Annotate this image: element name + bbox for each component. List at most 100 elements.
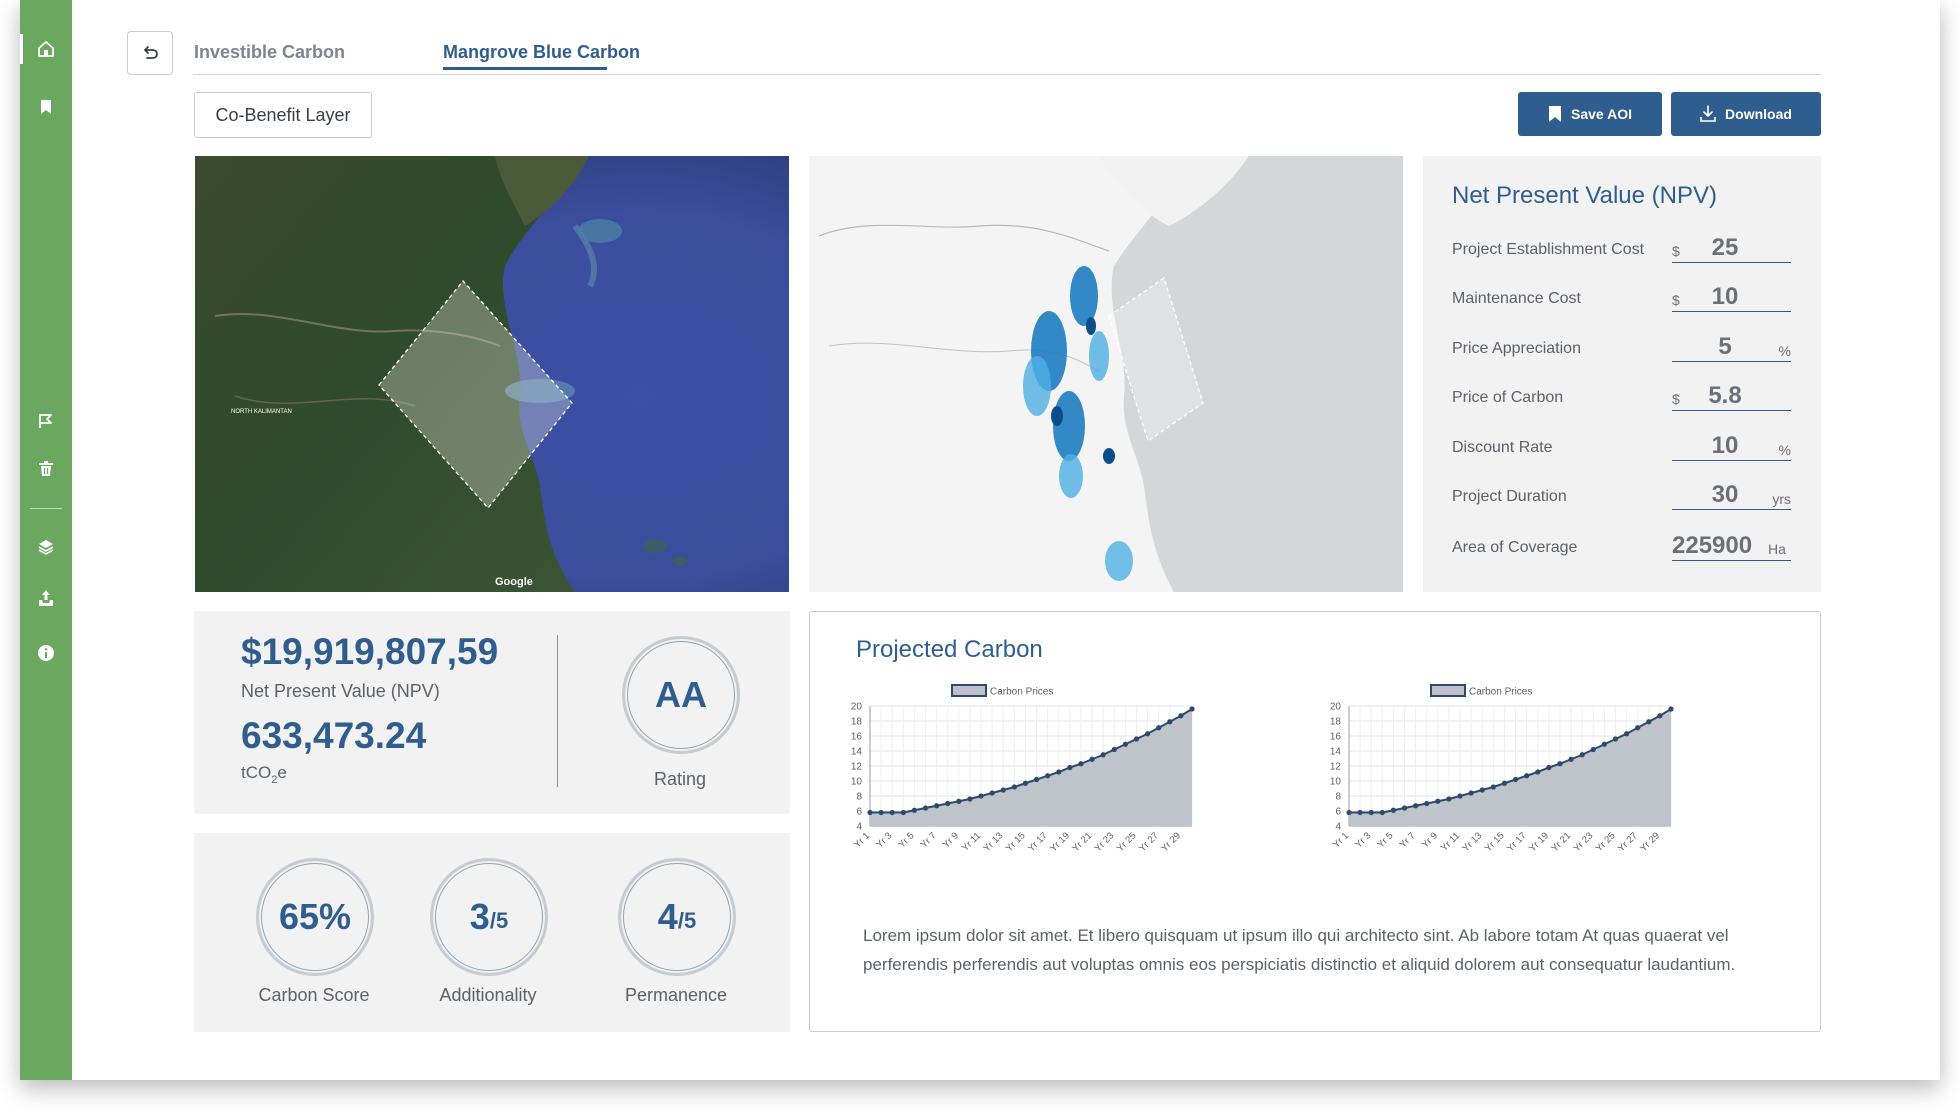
x-tick-label: Yr 19 (1048, 830, 1072, 854)
north-kalimantan-label: NORTH KALIMANTAN (231, 409, 292, 415)
mangrove-map[interactable] (809, 156, 1403, 592)
carbon-score-badge: 65% (256, 858, 374, 976)
data-point (1524, 773, 1530, 779)
npv-total-label: Net Present Value (NPV) (241, 681, 440, 701)
download-button[interactable]: Download (1671, 92, 1821, 136)
data-point (1612, 736, 1619, 742)
co-benefit-layer-button[interactable]: Co-Benefit Layer (194, 92, 372, 138)
npv-label: Area of Coverage (1452, 539, 1578, 556)
x-tick-label: Yr 29 (1159, 830, 1183, 854)
discount-rate-field[interactable]: 10 % (1672, 430, 1791, 461)
y-tick-label: 4 (1335, 822, 1341, 833)
back-button[interactable] (127, 31, 173, 75)
tab-mangrove-blue-carbon[interactable]: Mangrove Blue Carbon (443, 42, 641, 62)
additionality-label: Additionality (439, 985, 537, 1005)
x-tick-label: Yr 3 (1353, 830, 1373, 850)
npv-row-price-of-carbon: Price of Carbon $ 5.8 (1452, 380, 1798, 414)
data-point (1501, 780, 1508, 786)
data-point (867, 809, 873, 816)
permanence-label: Permanence (624, 985, 728, 1005)
y-tick-label: 20 (851, 702, 863, 713)
data-point (1033, 776, 1040, 783)
data-point (1078, 761, 1084, 767)
x-tick-label: Yr 25 (1115, 830, 1139, 854)
summary-panel: $19,919,807,59 Net Present Value (NPV) 6… (194, 611, 790, 814)
sidebar-item-home[interactable] (30, 33, 62, 65)
data-point (1067, 764, 1073, 771)
maintenance-cost-field[interactable]: $ 10 (1672, 281, 1791, 312)
npv-label: Discount Rate (1452, 439, 1553, 456)
rating-badge: AA (622, 636, 740, 754)
sidebar-item-info[interactable] (30, 637, 62, 669)
carbon-score-label: Carbon Score (258, 985, 370, 1005)
projected-carbon-description: Lorem ipsum dolor sit amet. Et libero qu… (863, 926, 1736, 974)
tabs-divider (193, 74, 1821, 75)
carbon-unit-subscript: 2 (271, 774, 278, 786)
mangrove-density-layer (809, 156, 1403, 592)
data-point (1100, 752, 1106, 758)
x-tick-label: Yr 1 (852, 830, 872, 850)
sidebar-item-upload[interactable] (30, 582, 62, 614)
data-point (1045, 773, 1051, 779)
sidebar-item-delete[interactable] (30, 453, 62, 485)
y-tick-label: 12 (1330, 762, 1342, 773)
sidebar-item-flag[interactable] (30, 405, 62, 437)
series-area (870, 709, 1192, 826)
data-point (967, 796, 973, 802)
x-tick-label: Yr 27 (1616, 830, 1640, 854)
active-tab-underline (443, 67, 607, 70)
y-tick-label: 20 (1330, 702, 1342, 713)
npv-value: 5.8 (1708, 382, 1742, 409)
save-aoi-button[interactable]: Save AOI (1518, 92, 1662, 136)
y-tick-label: 8 (1335, 792, 1341, 803)
upload-icon (39, 590, 53, 606)
info-icon (38, 645, 54, 661)
establishment-cost-field[interactable]: $ 25 (1672, 232, 1791, 263)
app-window: Investible Carbon Mangrove Blue Carbon C… (20, 0, 1940, 1080)
project-duration-field[interactable]: 30 yrs (1672, 479, 1791, 510)
npv-total-value: $19,919,807,59 (241, 631, 499, 672)
npv-value: 225900 (1672, 532, 1753, 559)
npv-prefix: $ (1672, 243, 1680, 259)
sidebar-item-layers[interactable] (30, 531, 62, 563)
npv-row-area-of-coverage: Area of Coverage 225900 Ha (1452, 530, 1798, 564)
npv-label: Project Establishment Cost (1452, 241, 1645, 258)
x-tick-label: Yr 11 (1439, 830, 1462, 853)
price-appreciation-field[interactable]: 5 % (1672, 331, 1791, 362)
data-point (1111, 746, 1117, 753)
x-tick-label: Yr 3 (874, 830, 894, 850)
npv-row-maintenance-cost: Maintenance Cost $ 10 (1452, 281, 1798, 315)
price-of-carbon-field[interactable]: $ 5.8 (1672, 380, 1791, 411)
google-attribution: Google (495, 576, 533, 588)
x-tick-label: Yr 7 (919, 830, 939, 850)
x-tick-label: Yr 13 (1461, 830, 1485, 854)
x-tick-label: Yr 25 (1594, 830, 1618, 854)
carbon-price-chart-1: 4 6 8 10 12 14 16 18 20 Yr 1 Yr 3 Yr 5 Yr 7 Yr 9Yr 11… (851, 684, 1195, 854)
data-point (1122, 741, 1128, 747)
carbon-unit-main: tCO (241, 763, 272, 782)
data-point (1623, 731, 1630, 737)
data-point (1468, 790, 1474, 796)
area-of-coverage-field[interactable]: 225900 Ha (1672, 530, 1791, 561)
flag-icon (39, 414, 52, 428)
x-tick-label: Yr 19 (1527, 830, 1551, 854)
data-point (1022, 780, 1029, 786)
x-tick-label: Yr 27 (1137, 830, 1161, 854)
npv-value: 10 (1711, 283, 1739, 310)
legend-label: Carbon Prices (1469, 687, 1532, 698)
npv-label: Maintenance Cost (1452, 290, 1581, 307)
series-area (1349, 709, 1671, 826)
x-tick-label: Yr 5 (1375, 830, 1395, 850)
npv-label: Price of Carbon (1452, 389, 1564, 406)
x-tick-label: Yr 1 (1331, 830, 1351, 850)
satellite-map[interactable]: NORTH KALIMANTAN Google (195, 156, 789, 592)
npv-suffix: yrs (1772, 491, 1791, 507)
tab-investible-carbon[interactable]: Investible Carbon (194, 42, 346, 62)
sidebar-divider (30, 508, 62, 509)
sidebar-item-bookmarks[interactable] (30, 91, 62, 123)
undo-arrow-icon (144, 46, 158, 59)
data-point (1011, 784, 1017, 790)
x-tick-label: Yr 7 (1398, 830, 1418, 850)
legend-swatch (1430, 684, 1466, 697)
data-point (1189, 706, 1195, 712)
